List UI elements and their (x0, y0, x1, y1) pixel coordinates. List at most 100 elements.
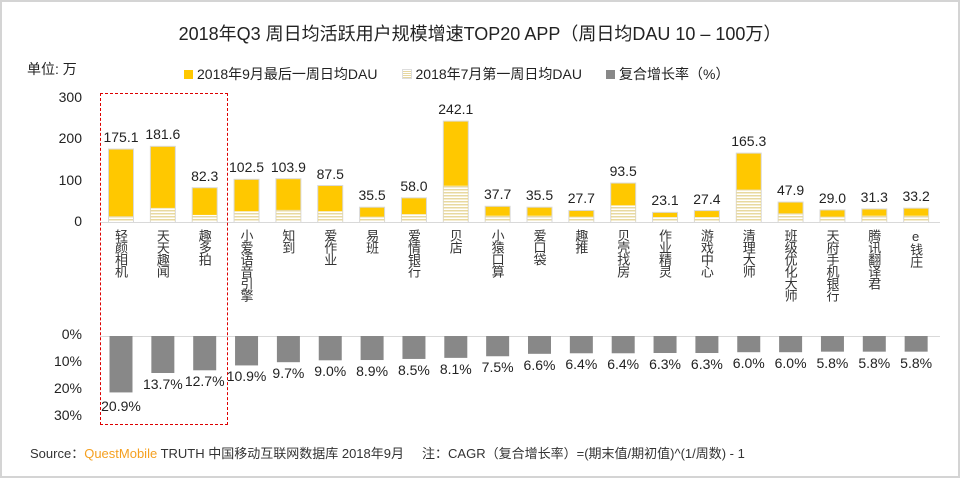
bar-jul-dau (611, 205, 636, 222)
cagr-label: 9.0% (314, 363, 347, 380)
cagr-label: 6.3% (690, 356, 723, 372)
bar-jul-dau (527, 215, 552, 222)
cagr-label: 8.1% (439, 360, 472, 377)
value-label: 29.0 (818, 189, 847, 206)
bar-jul-dau (485, 215, 510, 222)
category-label: 游戏中心 (698, 229, 714, 277)
bar-jul-dau (318, 211, 343, 222)
cagr-label: 6.3% (649, 356, 681, 372)
source-prefix: Source： (30, 446, 85, 461)
value-label: 31.3 (860, 188, 888, 205)
bar-cagr (360, 336, 384, 361)
unit-label: 单位: 万 (27, 61, 77, 77)
bar-jul-dau (401, 214, 426, 222)
category-label: 清理大师 (740, 229, 756, 277)
cagr-label: 13.7% (142, 375, 183, 392)
cagr-label: 8.9% (356, 363, 389, 380)
value-label: 82.3 (191, 167, 219, 184)
bar-cagr (611, 336, 635, 354)
cagr-label: 5.8% (816, 354, 849, 371)
bar-cagr (444, 336, 468, 358)
category-label: 知到 (280, 229, 296, 253)
y-tick-bottom-30: 30% (53, 407, 82, 423)
value-label: 58.0 (400, 177, 428, 194)
value-label: 103.9 (270, 158, 306, 175)
bar-cagr (862, 336, 886, 352)
bar-jul-dau (569, 216, 594, 222)
bar-cagr (276, 336, 300, 363)
value-label: 175.1 (103, 129, 139, 146)
cagr-label: 6.0% (732, 355, 765, 372)
source-text: TRUTH 中国移动互联网数据库 2018年9月 注：CAGR（复合增长率）=(… (157, 446, 745, 461)
category-label: 腾讯翻译君 (866, 229, 882, 289)
category-label: 趣推 (573, 229, 589, 253)
bar-jul-dau (694, 217, 719, 222)
bar-jul-dau (276, 209, 301, 222)
category-label: 轻颜相机 (113, 229, 128, 277)
bar-jul-dau (862, 215, 887, 222)
category-label: 贝店 (447, 229, 463, 253)
value-label: 35.5 (358, 187, 386, 204)
cagr-label: 9.7% (272, 365, 305, 382)
y-tick-bottom-20: 20% (53, 380, 82, 396)
highlight-box (100, 93, 228, 425)
value-label: 87.5 (316, 165, 344, 182)
category-label: 小爱语音引擎 (238, 229, 254, 301)
category-label: e钱庄 (908, 229, 924, 267)
category-label: 天天趣闻 (154, 229, 170, 277)
cagr-label: 6.6% (523, 356, 556, 373)
cagr-label: 5.8% (900, 354, 933, 371)
bar-cagr (653, 336, 677, 354)
bar-cagr (151, 336, 175, 373)
category-label: 班级优化大师 (782, 229, 798, 301)
bar-cagr (569, 336, 593, 354)
category-label: 爱口袋 (531, 229, 547, 265)
bar-jul-dau (443, 185, 468, 222)
bar-cagr (318, 336, 342, 361)
category-label: 小猿口算 (489, 229, 505, 277)
value-label: 27.4 (693, 190, 721, 207)
bar-jul-dau (653, 217, 678, 222)
bar-cagr (486, 336, 510, 357)
cagr-label: 6.0% (774, 355, 807, 372)
y-tick-bottom-10: 10% (53, 353, 82, 369)
legend-swatch-cagr (606, 69, 615, 79)
chart-title: 2018年Q3 周日均活跃用户规模增速TOP20 APP（周日均DAU 10 –… (178, 24, 782, 44)
bar-cagr (193, 336, 217, 371)
cagr-label: 20.9% (101, 398, 141, 415)
bar-jul-dau (109, 216, 133, 222)
value-label: 23.1 (651, 192, 679, 209)
source-note: Source：QuestMobile TRUTH 中国移动互联网数据库 2018… (30, 443, 745, 462)
value-label: 35.5 (525, 187, 554, 204)
y-tick-top-0: 0 (74, 213, 82, 229)
value-label: 102.5 (229, 159, 265, 176)
source-brand: QuestMobile (84, 446, 158, 461)
value-label: 47.9 (776, 182, 805, 199)
legend: 2018年9月最后一周日均DAU 2018年7月第一周日均DAU 复合增长率（%… (184, 64, 729, 84)
bar-cagr (402, 336, 426, 359)
legend-label-sep: 2018年9月最后一周日均DAU (197, 66, 378, 82)
legend-swatch-sep (184, 69, 193, 79)
legend-item-sep: 2018年9月最后一周日均DAU (184, 64, 378, 84)
value-label: 93.5 (609, 163, 637, 180)
cagr-label: 10.9% (226, 368, 267, 385)
category-label: 作业精灵 (657, 229, 673, 277)
legend-label-cagr: 复合增长率（%） (619, 66, 730, 82)
y-tick-top-300: 300 (58, 89, 82, 105)
category-label: 爱情银行 (405, 229, 421, 277)
bar-jul-dau (360, 216, 385, 222)
value-label: 37.7 (484, 186, 512, 203)
legend-item-cagr: 复合增长率（%） (606, 64, 729, 84)
y-tick-top-100: 100 (58, 172, 82, 188)
legend-swatch-jul (401, 69, 412, 79)
bar-cagr (109, 336, 133, 393)
category-label: 易班 (364, 229, 380, 253)
cagr-label: 6.4% (607, 356, 640, 373)
value-label: 165.3 (731, 133, 767, 150)
bar-jul-dau (778, 213, 803, 222)
bar-cagr (737, 336, 761, 353)
bar-cagr (779, 336, 803, 353)
category-label: 贝壳找房 (615, 229, 631, 277)
